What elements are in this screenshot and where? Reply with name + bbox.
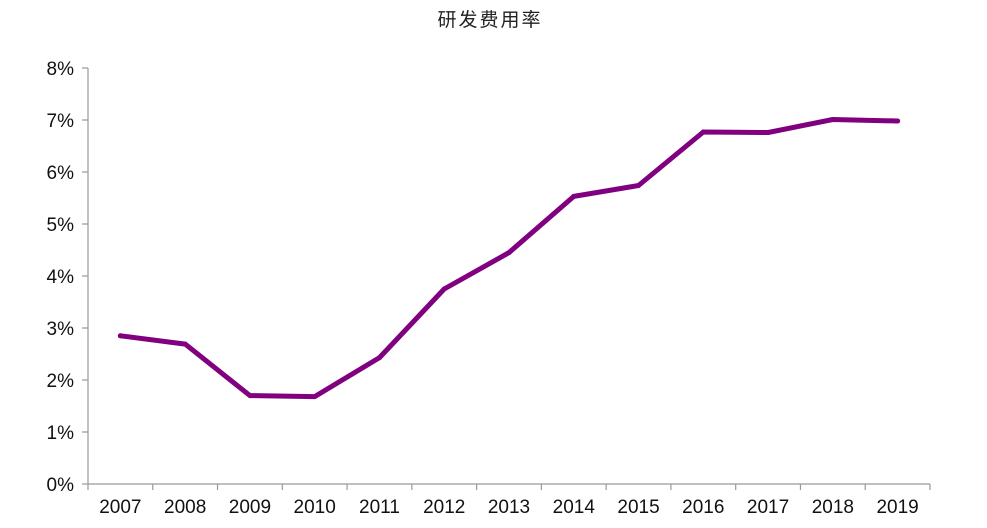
data-point	[636, 183, 642, 189]
data-point	[312, 394, 318, 400]
data-point	[830, 116, 836, 122]
x-tick-label: 2007	[99, 497, 141, 518]
series-layer	[117, 116, 901, 400]
x-tick-label: 2008	[164, 497, 206, 518]
data-point	[376, 355, 382, 361]
y-tick-label: 2%	[47, 371, 75, 392]
y-tick-label: 6%	[47, 163, 75, 184]
x-tick-label: 2012	[423, 497, 465, 518]
x-tick-label: 2019	[876, 497, 918, 518]
data-point	[895, 118, 901, 124]
x-tick-label: 2011	[359, 497, 400, 518]
x-tick-label: 2009	[229, 497, 271, 518]
data-point	[700, 129, 706, 135]
data-point	[506, 250, 512, 256]
data-point	[182, 341, 188, 347]
y-tick-label: 0%	[47, 475, 75, 496]
y-tick-label: 7%	[47, 111, 75, 132]
y-tick-label: 4%	[47, 267, 75, 288]
x-tick-label: 2016	[682, 497, 724, 518]
y-tick-label: 3%	[47, 319, 75, 340]
data-point	[117, 333, 123, 339]
x-tick-label: 2017	[747, 497, 789, 518]
data-point	[247, 393, 253, 399]
y-tick-label: 8%	[47, 59, 75, 80]
data-point	[441, 286, 447, 292]
x-tick-label: 2015	[617, 497, 659, 518]
data-point	[571, 193, 577, 199]
data-point	[765, 129, 771, 135]
x-tick-label: 2014	[553, 497, 596, 518]
x-tick-label: 2018	[812, 497, 854, 518]
axes: 0% 1% 2% 3% 4% 5% 6% 7% 8% 2007 2008 2009 2010 2011 20…	[47, 59, 931, 518]
series-line	[117, 117, 901, 400]
x-tick-label: 2010	[294, 497, 336, 518]
chart-title: 研发费用率	[437, 9, 542, 31]
x-tick-label: 2013	[488, 497, 530, 518]
y-tick-label: 5%	[47, 215, 75, 236]
y-tick-label: 1%	[47, 423, 75, 444]
